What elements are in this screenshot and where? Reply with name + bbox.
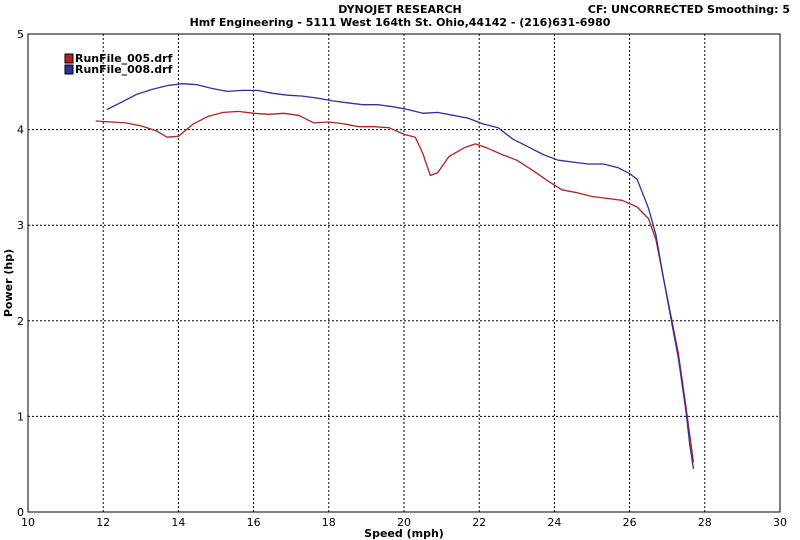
x-tick-label: 24 xyxy=(547,516,561,529)
y-tick-label: 1 xyxy=(17,410,24,423)
series-line-1 xyxy=(95,110,695,463)
y-axis-ticks: 0 1 2 3 4 5 xyxy=(17,28,24,519)
series-lines xyxy=(95,83,695,470)
x-tick-label: 16 xyxy=(247,516,261,529)
y-tick-label: 0 xyxy=(17,506,24,519)
series-line-2 xyxy=(106,83,695,470)
x-tick-label: 22 xyxy=(472,516,486,529)
x-tick-label: 20 xyxy=(397,516,411,529)
x-tick-label: 18 xyxy=(322,516,336,529)
x-tick-label: 28 xyxy=(698,516,712,529)
legend-item-label: RunFile_005.drf xyxy=(75,52,173,65)
correction-smoothing-info: CF: UNCORRECTED Smoothing: 5 xyxy=(587,3,790,16)
legend-swatch xyxy=(64,53,74,64)
chart-subtitle: Hmf Engineering - 5111 West 164th St. Oh… xyxy=(189,16,611,29)
chart-title: DYNOJET RESEARCH xyxy=(338,3,462,16)
x-tick-label: 26 xyxy=(623,516,637,529)
x-tick-label: 14 xyxy=(171,516,185,529)
y-tick-label: 3 xyxy=(17,219,24,232)
x-tick-label: 12 xyxy=(96,516,110,529)
plot-frame xyxy=(27,33,781,513)
y-tick-label: 2 xyxy=(17,315,24,328)
y-tick-label: 4 xyxy=(17,124,24,137)
x-axis-label: Speed (mph) xyxy=(364,527,444,540)
x-tick-label: 10 xyxy=(21,516,35,529)
x-axis-ticks: 10 12 14 16 18 20 22 24 26 28 30 xyxy=(21,516,787,529)
x-tick-label: 30 xyxy=(773,516,787,529)
y-axis-label: Power (hp) xyxy=(2,249,15,317)
y-tick-label: 5 xyxy=(17,28,24,41)
legend-item-label: RunFile_008.drf xyxy=(75,63,173,76)
legend-swatch xyxy=(64,64,74,75)
